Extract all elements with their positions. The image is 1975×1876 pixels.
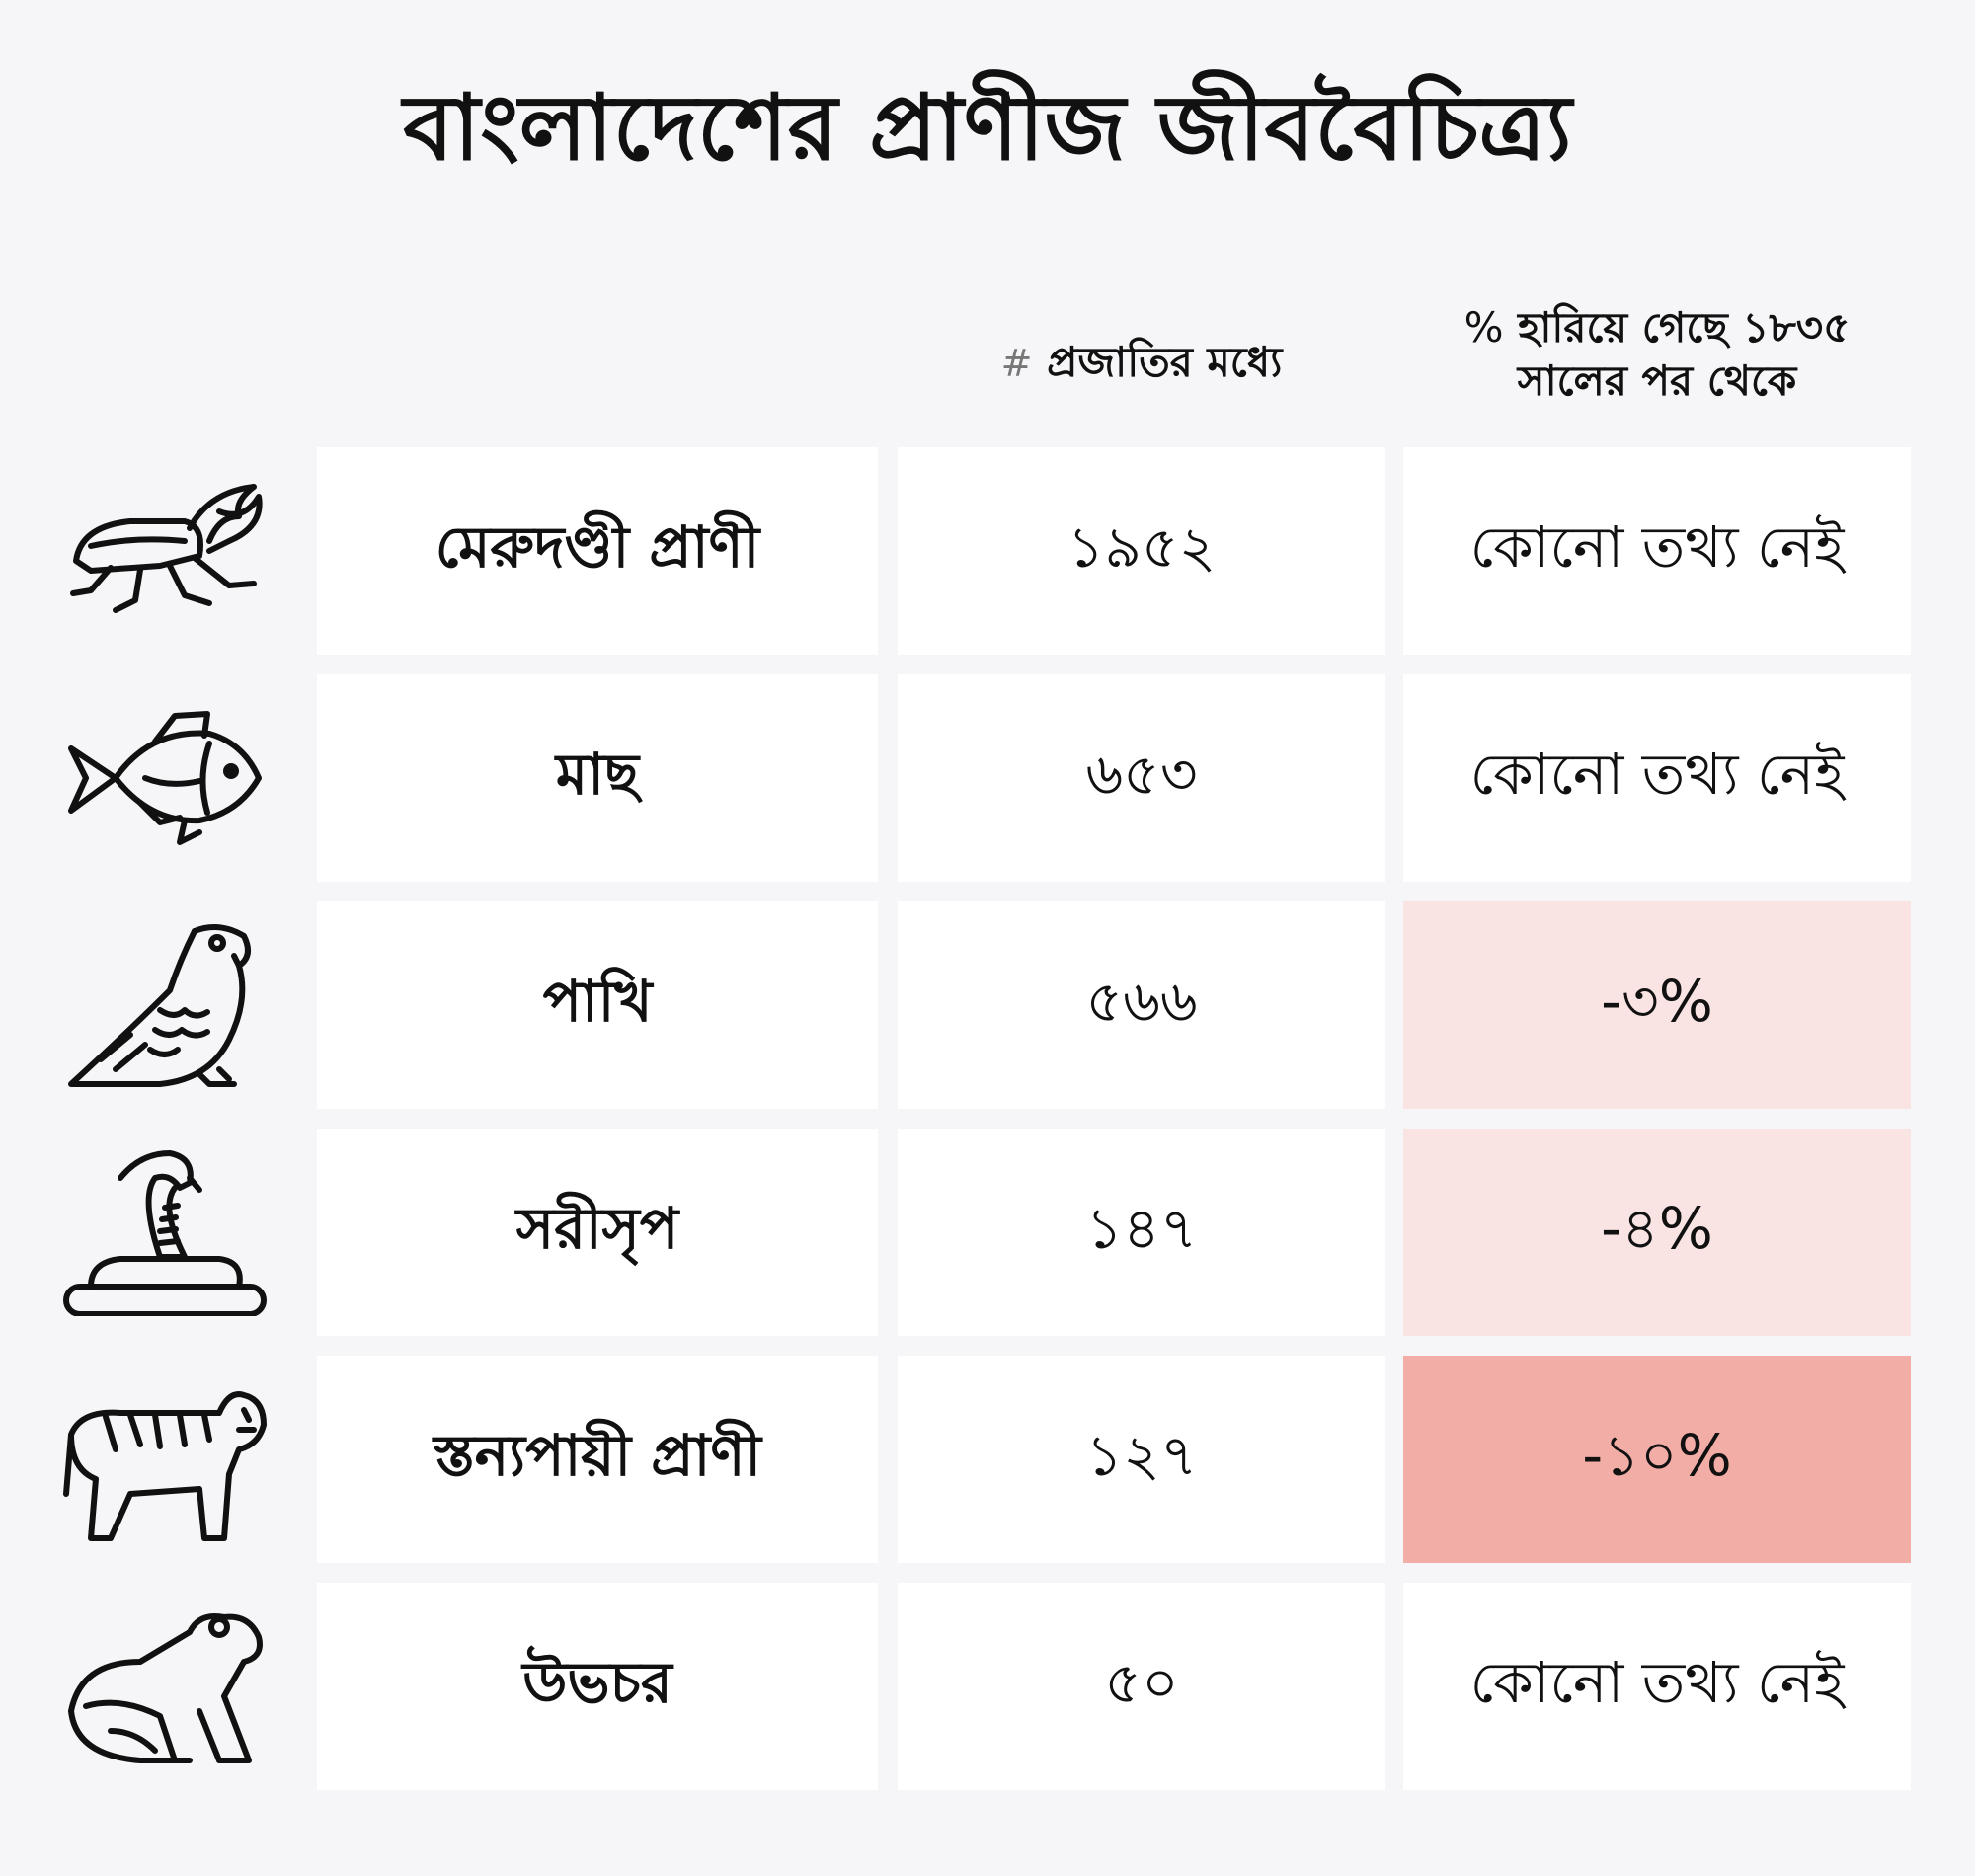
loss-percent: -১০% — [1403, 1356, 1911, 1563]
species-count: ১৯৫২ — [898, 447, 1385, 655]
hash-symbol: # — [1000, 342, 1033, 385]
loss-percent: কোনো তথ্য নেই — [1403, 674, 1911, 882]
species-count: ১৪৭ — [898, 1129, 1385, 1336]
loss-header-line2: সালের পর থেকে — [1517, 356, 1797, 405]
species-count: ১২৭ — [898, 1356, 1385, 1563]
table-row: মাছ ৬৫৩ কোনো তথ্য নেই — [0, 674, 1975, 882]
loss-percent: -৩% — [1403, 901, 1911, 1109]
table-row: সরীসৃপ ১৪৭ -৪% — [0, 1129, 1975, 1336]
loss-percent: কোনো তথ্য নেই — [1403, 1583, 1911, 1790]
cobra-icon — [61, 1148, 269, 1317]
count-header-label: প্রজাতির মধ্যে — [1047, 338, 1283, 386]
table-row: স্তন্যপায়ী প্রাণী ১২৭ -১০% — [0, 1356, 1975, 1563]
animal-name: সরীসৃপ — [317, 1129, 878, 1336]
loss-header-line1: হারিয়ে গেছে ১৮৩৫ — [1518, 303, 1851, 352]
species-count: ৫৬৬ — [898, 901, 1385, 1109]
table-row: মেরুদণ্ডী প্রাণী ১৯৫২ কোনো তথ্য নেই — [0, 447, 1975, 655]
animal-name: উভচর — [317, 1583, 878, 1790]
animal-name: পাখি — [317, 901, 878, 1109]
beetle-icon — [61, 467, 269, 635]
percent-symbol: % — [1463, 303, 1504, 352]
loss-percent: -৪% — [1403, 1129, 1911, 1336]
animal-name: মেরুদণ্ডী প্রাণী — [317, 447, 878, 655]
fish-icon — [61, 694, 269, 862]
frog-icon — [61, 1602, 269, 1770]
animal-name: স্তন্যপায়ী প্রাণী — [317, 1356, 878, 1563]
loss-column-header: % হারিয়ে গেছে ১৮৩৫ সালের পর থেকে — [1403, 301, 1911, 408]
page-title: বাংলাদেশের প্রাণীজ জীববৈচিত্র্য — [403, 75, 1572, 181]
loss-percent: কোনো তথ্য নেই — [1403, 447, 1911, 655]
species-count: ৫০ — [898, 1583, 1385, 1790]
parrot-icon — [61, 921, 269, 1089]
species-count: ৬৫৩ — [898, 674, 1385, 882]
table-row: পাখি ৫৬৬ -৩% — [0, 901, 1975, 1109]
animal-name: মাছ — [317, 674, 878, 882]
count-column-header: # প্রজাতির মধ্যে — [898, 336, 1385, 390]
tiger-icon — [61, 1375, 269, 1543]
table-row: উভচর ৫০ কোনো তথ্য নেই — [0, 1583, 1975, 1790]
